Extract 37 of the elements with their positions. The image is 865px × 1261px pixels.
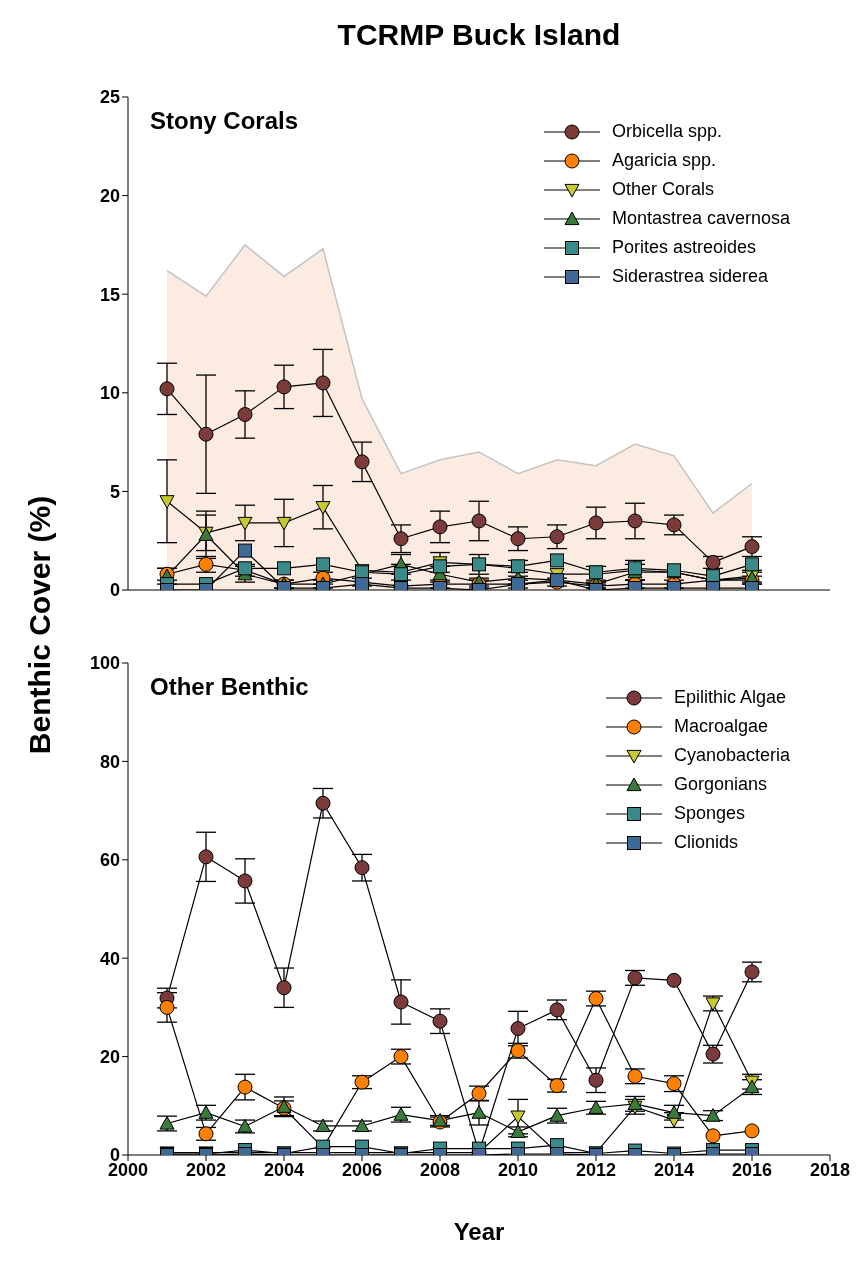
legend-label: Siderastrea siderea (611, 265, 768, 288)
y-axis-title: Benthic Cover (%) (23, 495, 57, 755)
chart-title: TCRMP Buck Island (336, 18, 622, 52)
legend-label: Orbicella spp. (611, 120, 722, 143)
x-tick-label: 2008 (419, 1159, 461, 1180)
y-tick-label: 20 (99, 1046, 120, 1067)
x-axis-title: Year (452, 1218, 506, 1246)
x-tick-label: 2018 (809, 1159, 851, 1180)
legend-label: Other Corals (611, 178, 714, 201)
x-tick-label: 2016 (731, 1159, 773, 1180)
legend-label: Porites astreoides (611, 236, 756, 259)
y-tick-label: 10 (99, 383, 120, 404)
legend-label: Clionids (673, 831, 738, 854)
x-tick-label: 2010 (497, 1159, 539, 1180)
y-tick-label: 40 (99, 948, 120, 969)
x-tick-label: 2014 (653, 1159, 695, 1180)
y-tick-label: 15 (99, 284, 120, 305)
y-tick-label: 20 (99, 185, 120, 206)
legend-label: Sponges (673, 802, 745, 825)
legend-label: Macroalgae (673, 715, 768, 738)
chart-subtitle: Other Benthic (150, 673, 309, 701)
y-tick-label: 5 (109, 481, 120, 502)
legend-label: Cyanobacteria (673, 744, 790, 767)
x-tick-label: 2004 (263, 1159, 305, 1180)
y-tick-label: 100 (89, 653, 120, 674)
x-tick-label: 2012 (575, 1159, 617, 1180)
y-tick-label: 80 (99, 751, 120, 772)
chart-subtitle: Stony Corals (150, 107, 299, 135)
y-tick-label: 25 (99, 87, 120, 108)
legend-label: Agaricia spp. (611, 149, 716, 172)
x-tick-label: 2002 (185, 1159, 227, 1180)
y-tick-label: 60 (99, 850, 120, 871)
x-tick-label: 2006 (341, 1159, 383, 1180)
y-tick-label: 0 (109, 580, 120, 601)
legend-label: Epilithic Algae (673, 686, 786, 709)
legend-label: Gorgonians (673, 773, 767, 796)
legend-label: Montastrea cavernosa (611, 207, 790, 230)
